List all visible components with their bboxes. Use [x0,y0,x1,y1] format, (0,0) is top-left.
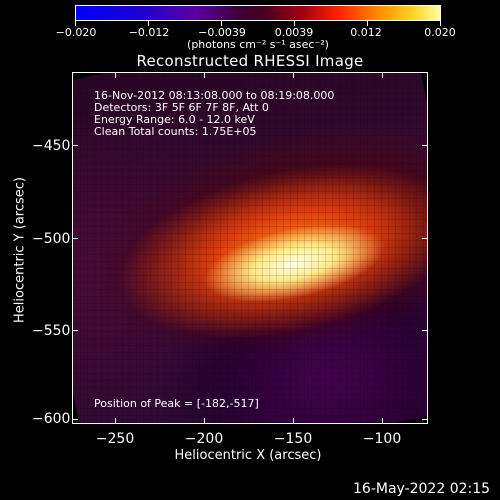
colorbar-tick [294,21,295,26]
x-axis-title: Heliocentric X (arcsec) [174,448,322,463]
y-tick [422,330,428,331]
y-tick-label: −450 [32,138,71,154]
info-peak-position: Position of Peak = [-182,-517] [94,397,259,410]
info-clean-counts: Clean Total counts: 1.75E+05 [94,125,257,138]
y-tick [422,419,428,420]
x-tick [115,418,116,424]
y-axis-title: Heliocentric Y (arcsec) [12,177,28,323]
colorbar-tick [221,21,222,26]
x-tick [115,72,116,78]
colorbar-tick [367,21,368,26]
pixel-grid [73,73,427,423]
info-energy-range: Energy Range: 6.0 - 12.0 keV [94,113,255,126]
rhessi-image [72,72,428,424]
colorbar [75,5,441,21]
colorbar-tick-label: −0.0039 [198,26,246,39]
colorbar-tick-label: 0.012 [350,26,382,39]
x-tick-label: −150 [273,431,313,447]
colorbar-tick [440,21,441,26]
colorbar-tick-label: 0.020 [424,26,456,39]
colorbar-tick-label: −0.012 [128,26,170,39]
x-tick-label: −250 [95,431,135,447]
x-tick [204,418,205,424]
generation-timestamp: 16-May-2022 02:15 [353,481,491,497]
y-tick-label: −600 [32,411,71,427]
y-tick [72,145,78,146]
colorbar-tick [75,21,76,26]
colorbar-units: (photons cm⁻² s⁻¹ asec⁻²) [187,38,329,51]
y-tick [72,419,78,420]
x-tick-label: −200 [184,431,224,447]
x-tick [204,72,205,78]
x-tick [293,418,294,424]
x-tick-label: −100 [362,431,402,447]
info-time-range: 16-Nov-2012 08:13:08.000 to 08:19:08.000 [94,89,335,102]
y-tick [422,238,428,239]
info-detectors: Detectors: 3F 5F 6F 7F 8F, Att 0 [94,101,269,114]
image-title: Reconstructed RHESSI Image [136,52,364,70]
colorbar-tick-label: 0.0039 [274,26,314,39]
y-tick [72,330,78,331]
colorbar-tick [148,21,149,26]
colorbar-tick-label: −0.020 [55,26,97,39]
y-tick [422,145,428,146]
y-tick [72,238,78,239]
y-tick-label: −500 [32,231,71,247]
y-tick-label: −550 [32,323,71,339]
x-tick [382,72,383,78]
x-tick [382,418,383,424]
x-tick [293,72,294,78]
